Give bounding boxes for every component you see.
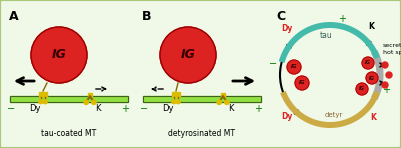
Text: Dy: Dy xyxy=(29,104,41,113)
Text: +: + xyxy=(121,104,129,114)
Circle shape xyxy=(382,62,388,68)
Circle shape xyxy=(225,100,229,104)
Circle shape xyxy=(287,60,301,74)
Text: K: K xyxy=(228,104,234,113)
Text: K: K xyxy=(370,113,376,122)
Text: IG: IG xyxy=(52,49,67,62)
Text: Dy: Dy xyxy=(281,112,292,121)
Circle shape xyxy=(366,72,378,84)
Bar xyxy=(10,96,128,102)
Text: +: + xyxy=(338,14,346,24)
Circle shape xyxy=(160,27,216,83)
Bar xyxy=(38,92,47,96)
Bar xyxy=(221,93,225,96)
Circle shape xyxy=(39,100,43,104)
Circle shape xyxy=(295,76,309,90)
Circle shape xyxy=(386,72,392,78)
Text: −: − xyxy=(140,104,148,114)
Text: A: A xyxy=(9,10,18,23)
Bar xyxy=(143,96,261,102)
Text: IG: IG xyxy=(359,86,365,91)
Circle shape xyxy=(172,100,176,104)
Text: −: − xyxy=(269,59,277,69)
Text: K: K xyxy=(368,22,374,31)
Text: secretion
hot spot: secretion hot spot xyxy=(383,43,401,55)
Bar xyxy=(88,93,92,96)
Circle shape xyxy=(92,100,96,104)
Circle shape xyxy=(84,100,88,104)
Text: −: − xyxy=(314,120,322,130)
Text: detyr: detyr xyxy=(325,112,343,118)
Text: Dy: Dy xyxy=(162,104,174,113)
Text: IG: IG xyxy=(369,75,375,81)
Circle shape xyxy=(31,27,87,83)
Text: tau-coated MT: tau-coated MT xyxy=(41,129,97,138)
Text: +: + xyxy=(382,85,390,95)
Text: K: K xyxy=(95,104,101,113)
Polygon shape xyxy=(279,22,380,63)
Polygon shape xyxy=(280,91,380,128)
Text: IG: IG xyxy=(365,61,371,66)
Bar xyxy=(172,92,180,96)
Text: tau: tau xyxy=(320,30,332,40)
Bar xyxy=(10,96,128,102)
Text: +: + xyxy=(254,104,262,114)
Bar xyxy=(143,96,261,102)
Circle shape xyxy=(217,100,221,104)
Text: Dy: Dy xyxy=(281,24,292,33)
Text: B: B xyxy=(142,10,152,23)
Circle shape xyxy=(43,100,47,104)
Text: IG: IG xyxy=(299,81,305,86)
Text: C: C xyxy=(276,10,285,23)
Circle shape xyxy=(176,100,180,104)
Circle shape xyxy=(382,82,388,88)
Circle shape xyxy=(362,57,374,69)
Text: −: − xyxy=(7,104,15,114)
Circle shape xyxy=(356,83,368,95)
Text: IG: IG xyxy=(180,49,195,62)
Text: detyrosinated MT: detyrosinated MT xyxy=(168,129,235,138)
Polygon shape xyxy=(371,50,383,100)
Text: IG: IG xyxy=(291,65,297,70)
